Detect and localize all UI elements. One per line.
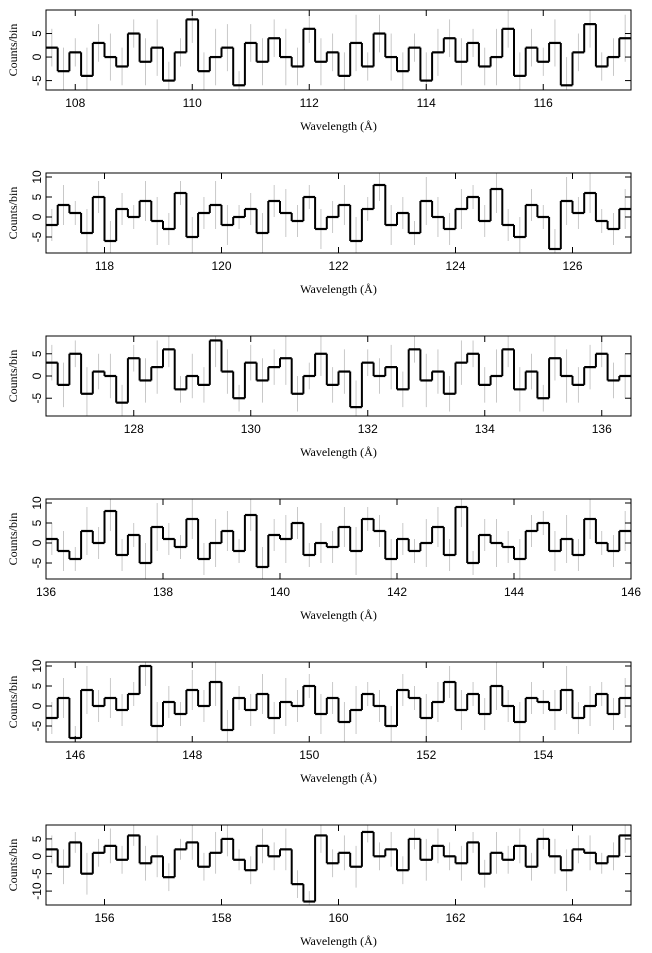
- y-tick-label: 5: [30, 30, 44, 37]
- x-tick-label: 112: [300, 96, 319, 110]
- y-axis-label: Counts/bin: [6, 350, 20, 403]
- x-axis-label: Wavelength (Å): [300, 608, 377, 622]
- y-tick-label: 0: [30, 539, 44, 546]
- y-tick-label: -5: [30, 75, 44, 86]
- x-tick-label: 148: [182, 748, 202, 762]
- x-tick-label: 158: [211, 911, 231, 925]
- x-tick-label: 150: [299, 748, 319, 762]
- y-tick-label: 0: [30, 702, 44, 709]
- x-tick-label: 130: [241, 422, 261, 436]
- x-tick-label: 108: [65, 96, 85, 110]
- panel: 128 130 132 134 136 -5 0 5 Wavelength (Å) Counts/…: [6, 335, 632, 459]
- x-tick-label: 154: [533, 748, 553, 762]
- y-tick-label: -5: [30, 393, 44, 404]
- x-tick-label: 146: [621, 585, 641, 599]
- x-tick-label: 116: [534, 96, 553, 110]
- panel: 146 148 150 152 154 -5 0 5 10 Wavelength (Å) Count…: [6, 659, 632, 785]
- x-tick-label: 152: [416, 748, 436, 762]
- y-tick-label: 5: [30, 519, 44, 526]
- y-tick-label: -5: [30, 720, 44, 731]
- y-tick-label: 0: [30, 372, 44, 379]
- x-tick-label: 164: [562, 911, 582, 925]
- x-tick-label: 156: [94, 911, 114, 925]
- frame: [45, 661, 632, 743]
- y-tick-label: 10: [30, 659, 44, 673]
- x-axis-label: Wavelength (Å): [300, 771, 377, 785]
- y-tick-label: 5: [30, 835, 44, 842]
- x-axis-label: Wavelength (Å): [300, 282, 377, 296]
- step-connector: [56, 666, 621, 738]
- step-connector: [56, 507, 621, 567]
- x-tick-label: 138: [153, 585, 173, 599]
- x-tick-label: 132: [358, 422, 378, 436]
- x-tick-label: 122: [328, 259, 348, 273]
- panel: 108 110 112 114 116 -5 0 5 Wavelength (Å) Counts/…: [6, 9, 632, 133]
- plot-area: [46, 825, 631, 905]
- x-tick-label: 146: [65, 748, 85, 762]
- x-tick-label: 110: [183, 96, 202, 110]
- step-connector: [56, 831, 621, 902]
- x-tick-label: 128: [124, 422, 144, 436]
- y-tick-label: -5: [30, 557, 44, 568]
- panel: 136 138 140 142 144 146 -5 0 5 10 Wavelength (Å) Co…: [6, 496, 642, 622]
- y-tick-label: 5: [30, 350, 44, 357]
- x-axis-label: Wavelength (Å): [300, 119, 377, 133]
- y-tick-label: -10: [30, 882, 44, 900]
- y-tick-label: 5: [30, 682, 44, 689]
- y-axis-label: Counts/bin: [6, 676, 20, 729]
- x-tick-label: 136: [36, 585, 56, 599]
- step-connector: [56, 19, 621, 86]
- frame: [45, 9, 632, 91]
- y-tick-label: 5: [30, 193, 44, 200]
- x-tick-label: 136: [592, 422, 612, 436]
- x-tick-label: 124: [445, 259, 465, 273]
- x-tick-label: 140: [270, 585, 290, 599]
- plot-area: [46, 499, 631, 579]
- x-axis-label: Wavelength (Å): [300, 934, 377, 948]
- plot-area: [46, 10, 631, 90]
- x-tick-label: 120: [211, 259, 231, 273]
- y-axis-label: Counts/bin: [6, 187, 20, 240]
- y-tick-label: 0: [30, 853, 44, 860]
- y-tick-label: 0: [30, 213, 44, 220]
- y-tick-label: 10: [30, 170, 44, 184]
- panel: 118 120 122 124 126 -5 0 5 10 Wavelength (Å) Count…: [6, 170, 632, 296]
- y-tick-label: -5: [30, 868, 44, 879]
- step-connector: [56, 340, 621, 408]
- plot-area: [46, 662, 631, 742]
- x-tick-label: 134: [475, 422, 495, 436]
- y-tick-label: -5: [30, 231, 44, 242]
- y-axis-label: Counts/bin: [6, 839, 20, 892]
- step-connector: [56, 185, 621, 249]
- y-axis-label: Counts/bin: [6, 513, 20, 566]
- x-tick-label: 114: [417, 96, 436, 110]
- x-tick-label: 126: [562, 259, 582, 273]
- panel: 156 158 160 162 164 -10 -5 0 5 Wavelength (Å) Coun…: [6, 824, 632, 948]
- x-tick-label: 160: [328, 911, 348, 925]
- x-tick-label: 162: [445, 911, 465, 925]
- y-axis-label: Counts/bin: [6, 24, 20, 77]
- y-tick-label: 10: [30, 496, 44, 510]
- x-tick-label: 142: [387, 585, 407, 599]
- plot-area: [46, 336, 631, 416]
- x-tick-label: 118: [95, 259, 114, 273]
- plot-area: [46, 173, 631, 253]
- frame: [45, 498, 632, 580]
- y-tick-label: 0: [30, 53, 44, 60]
- x-axis-label: Wavelength (Å): [300, 445, 377, 459]
- x-tick-label: 144: [504, 585, 524, 599]
